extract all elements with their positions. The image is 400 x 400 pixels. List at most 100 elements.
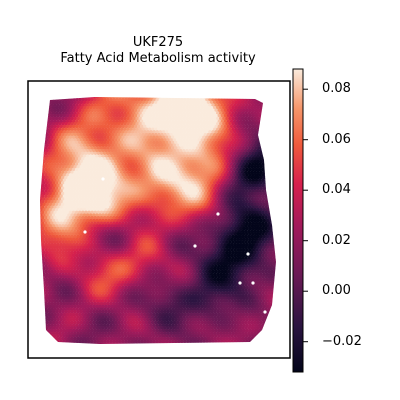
heatmap-spot bbox=[270, 162, 274, 166]
heatmap-spot bbox=[278, 160, 282, 164]
heatmap-spot bbox=[138, 116, 143, 121]
heatmap-spot bbox=[274, 250, 276, 255]
heatmap-spot bbox=[273, 151, 276, 156]
heatmap-spot bbox=[172, 138, 177, 142]
heatmap-spot bbox=[231, 116, 236, 121]
heatmap-spot bbox=[271, 143, 276, 148]
heatmap-spot bbox=[234, 97, 239, 99]
heatmap-spot bbox=[220, 124, 225, 129]
heatmap-spot bbox=[253, 138, 257, 142]
heatmap-spot bbox=[247, 127, 251, 131]
heatmap-spot bbox=[138, 138, 143, 142]
heatmap-spot bbox=[155, 119, 160, 123]
heatmap-spot bbox=[68, 135, 73, 140]
heatmap-spot bbox=[243, 132, 248, 137]
heatmap-spot bbox=[195, 135, 200, 140]
heatmap-spot bbox=[268, 191, 273, 196]
heatmap-spot bbox=[126, 127, 130, 131]
heatmap-spot bbox=[40, 165, 43, 169]
heatmap-spot bbox=[198, 135, 203, 140]
heatmap-spot bbox=[265, 148, 270, 153]
heatmap-spot bbox=[219, 100, 223, 105]
heatmap-spot bbox=[76, 138, 81, 142]
heatmap-spot bbox=[40, 97, 42, 102]
heatmap-spot bbox=[88, 138, 93, 142]
heatmap-spot bbox=[226, 108, 231, 113]
heatmap-spot bbox=[84, 114, 88, 118]
heatmap-spot bbox=[56, 119, 60, 123]
heatmap-spot bbox=[59, 140, 64, 145]
heatmap-spot bbox=[90, 140, 94, 145]
heatmap-spot bbox=[265, 122, 270, 126]
heatmap-spot bbox=[222, 122, 226, 126]
heatmap-spot bbox=[123, 122, 127, 126]
heatmap-spot bbox=[64, 105, 68, 110]
heatmap-spot bbox=[192, 103, 197, 107]
heatmap-spot bbox=[132, 105, 136, 110]
heatmap-spot bbox=[248, 124, 253, 129]
heatmap-spot bbox=[71, 108, 76, 113]
heatmap-spot bbox=[245, 124, 249, 129]
heatmap-spot bbox=[267, 97, 271, 102]
heatmap-spot bbox=[116, 138, 121, 142]
heatmap-spot bbox=[271, 154, 276, 158]
heatmap-spot bbox=[247, 116, 251, 121]
heatmap-spot bbox=[36, 192, 40, 196]
heatmap-spot bbox=[40, 226, 42, 231]
heatmap-spot bbox=[84, 124, 88, 129]
heatmap-spot bbox=[104, 97, 108, 99]
heatmap-spot bbox=[183, 114, 187, 118]
heatmap-spot bbox=[268, 154, 273, 158]
heatmap-spot bbox=[70, 105, 74, 110]
heatmap-spot bbox=[225, 97, 229, 99]
heatmap-spot bbox=[240, 132, 245, 137]
heatmap-spot bbox=[271, 100, 276, 105]
heatmap-spot bbox=[276, 109, 280, 113]
heatmap-spot bbox=[126, 122, 130, 126]
heatmap-spot bbox=[36, 203, 40, 207]
heatmap-spot bbox=[267, 167, 271, 172]
heatmap-spot bbox=[267, 114, 271, 118]
heatmap-spot bbox=[133, 130, 138, 134]
heatmap-spot bbox=[163, 105, 167, 110]
heatmap-spot bbox=[158, 103, 163, 107]
heatmap-spot bbox=[265, 111, 270, 115]
heatmap-spot bbox=[242, 135, 246, 140]
heatmap-spot bbox=[268, 159, 273, 164]
heatmap-spot bbox=[256, 138, 260, 142]
heatmap-spot bbox=[260, 97, 265, 102]
heatmap-spot bbox=[47, 135, 51, 140]
heatmap-spot bbox=[53, 135, 57, 140]
heatmap-spot bbox=[102, 103, 107, 107]
heatmap-spot bbox=[237, 138, 242, 142]
heatmap-spot bbox=[126, 100, 130, 105]
heatmap-spot bbox=[90, 124, 94, 129]
heatmap-spot bbox=[129, 105, 133, 110]
heatmap-spot bbox=[140, 97, 144, 102]
heatmap-spot bbox=[96, 114, 101, 118]
heatmap-spot bbox=[140, 108, 144, 113]
heatmap-spot bbox=[226, 97, 231, 102]
heatmap-spot bbox=[112, 124, 116, 129]
heatmap-spot bbox=[163, 100, 167, 105]
heatmap-spot bbox=[240, 116, 245, 121]
heatmap-spot bbox=[102, 140, 107, 145]
heatmap-spot bbox=[36, 235, 40, 239]
heatmap-spot bbox=[189, 97, 194, 102]
heatmap-spot bbox=[175, 132, 180, 137]
heatmap-spot bbox=[95, 138, 99, 142]
heatmap-spot bbox=[222, 100, 226, 105]
heatmap-spot bbox=[42, 100, 46, 105]
heatmap-spot bbox=[245, 108, 249, 113]
heatmap-spot bbox=[225, 100, 229, 105]
heatmap-spot bbox=[116, 100, 121, 105]
heatmap-spot bbox=[229, 114, 234, 118]
heatmap-spot bbox=[40, 178, 42, 182]
heatmap-spot bbox=[164, 108, 169, 113]
heatmap-spot bbox=[271, 159, 276, 164]
heatmap-spot bbox=[70, 138, 74, 142]
heatmap-spot bbox=[278, 197, 282, 201]
heatmap-spot bbox=[62, 140, 67, 145]
heatmap-spot bbox=[135, 138, 139, 142]
heatmap-spot bbox=[127, 119, 132, 123]
